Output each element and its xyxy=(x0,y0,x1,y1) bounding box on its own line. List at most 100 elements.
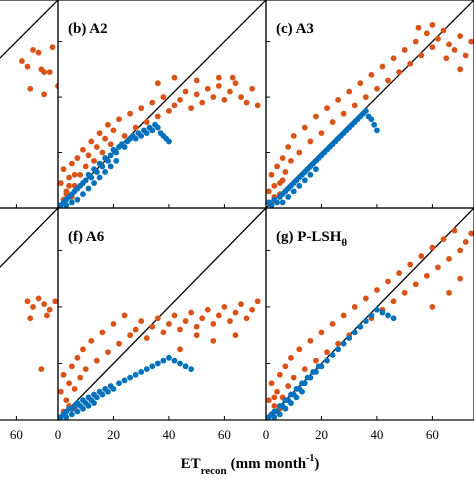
orange-point xyxy=(154,80,161,87)
orange-point xyxy=(457,275,464,282)
orange-point xyxy=(193,332,200,339)
orange-point xyxy=(396,270,403,276)
orange-point xyxy=(204,306,211,313)
orange-point xyxy=(227,318,233,324)
orange-point xyxy=(221,304,228,310)
panels: (b) A2 (c) A3 60 0 20 40 60 (f) A6 0 20 40 60 (g) P-… xyxy=(0,0,474,442)
orange-point xyxy=(38,66,45,73)
orange-point xyxy=(457,66,464,73)
orange-point xyxy=(288,354,294,361)
blue-point xyxy=(74,196,81,203)
blue-point xyxy=(127,374,134,381)
blue-point xyxy=(351,329,358,336)
blue-point xyxy=(102,169,109,175)
orange-point xyxy=(215,83,222,89)
orange-point xyxy=(243,99,250,106)
orange-point xyxy=(93,144,100,150)
orange-point xyxy=(105,121,111,128)
orange-point xyxy=(301,366,308,373)
orange-point xyxy=(451,227,458,234)
orange-point xyxy=(232,309,239,316)
orange-point xyxy=(227,88,233,95)
orange-point xyxy=(193,323,200,330)
orange-point xyxy=(182,318,189,324)
orange-point xyxy=(271,402,278,409)
orange-point xyxy=(44,312,50,319)
blue-point xyxy=(177,360,183,367)
orange-point xyxy=(121,312,128,319)
orange-point xyxy=(132,124,139,131)
blue-point xyxy=(85,185,92,192)
x-tick-label: 60 xyxy=(218,427,231,442)
orange-point xyxy=(60,371,67,378)
orange-point xyxy=(335,96,342,103)
blue-point xyxy=(362,108,369,114)
orange-point xyxy=(88,138,95,145)
one-to-one-line xyxy=(58,0,266,208)
blue-point xyxy=(268,202,275,208)
panel-frame xyxy=(265,207,474,421)
blue-point xyxy=(110,386,117,392)
orange-point xyxy=(238,301,244,308)
orange-point xyxy=(66,174,72,181)
x-axis-title: ETrecon (mm month-1) xyxy=(181,453,320,474)
blue-point xyxy=(296,182,303,189)
orange-point xyxy=(457,247,464,254)
orange-point xyxy=(46,69,53,76)
orange-point xyxy=(271,394,278,401)
blue-point xyxy=(340,340,347,347)
blue-point xyxy=(99,391,106,398)
orange-point xyxy=(324,349,330,356)
orange-point xyxy=(296,149,303,156)
orange-point xyxy=(66,380,72,387)
orange-point xyxy=(24,298,31,305)
panel-label-text: (c) A3 xyxy=(276,21,314,37)
orange-point xyxy=(127,110,134,117)
orange-point xyxy=(412,38,419,45)
panel-1 xyxy=(0,0,59,209)
blue-point xyxy=(371,121,378,128)
x-tick-label: 20 xyxy=(315,427,328,442)
orange-point xyxy=(80,146,86,153)
plot-area xyxy=(266,208,474,420)
orange-point xyxy=(188,309,195,316)
blue-point xyxy=(379,309,386,316)
blue-point xyxy=(385,312,391,319)
orange-point xyxy=(127,332,134,339)
orange-point xyxy=(177,346,183,353)
orange-point xyxy=(318,329,325,336)
orange-point xyxy=(19,58,25,64)
panel-frame xyxy=(0,0,59,209)
x-tick-label: 0 xyxy=(55,427,62,442)
orange-point xyxy=(166,320,172,327)
orange-point xyxy=(276,371,283,378)
blue-point xyxy=(324,357,330,364)
orange-point xyxy=(232,80,239,87)
orange-point xyxy=(138,105,145,112)
x-tick-label: 60 xyxy=(426,427,439,442)
blue-point xyxy=(368,312,375,319)
orange-point xyxy=(199,315,206,322)
orange-point xyxy=(313,113,319,120)
orange-point xyxy=(171,102,178,109)
blue-point xyxy=(93,394,100,401)
orange-point xyxy=(55,83,58,89)
orange-point xyxy=(340,312,347,319)
plot-area xyxy=(266,0,474,208)
orange-point xyxy=(429,22,436,28)
orange-point xyxy=(60,166,67,173)
orange-point xyxy=(221,96,228,103)
orange-point xyxy=(132,326,139,333)
blue-point xyxy=(276,411,283,418)
blue-point xyxy=(182,363,189,370)
panel-label: (c) A3 xyxy=(276,21,314,37)
orange-point xyxy=(82,163,89,170)
orange-point xyxy=(188,105,195,112)
orange-point xyxy=(374,287,380,293)
orange-point xyxy=(177,96,183,103)
orange-point xyxy=(307,138,314,145)
blue-point xyxy=(80,191,86,198)
orange-point xyxy=(210,320,217,327)
blue-point xyxy=(374,306,380,313)
orange-point xyxy=(423,30,430,37)
